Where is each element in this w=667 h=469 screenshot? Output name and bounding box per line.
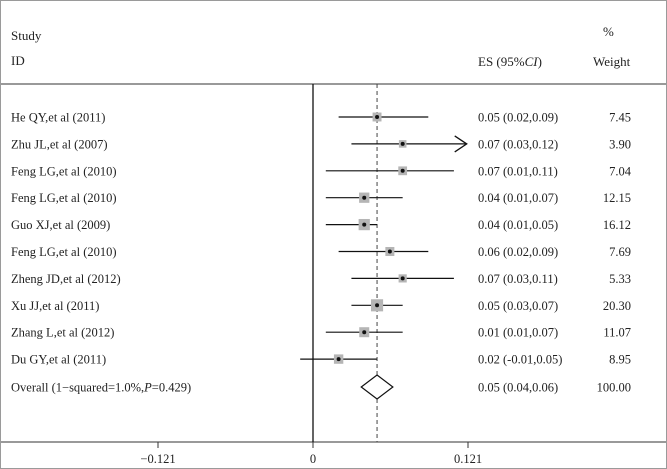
study-label: Guo XJ,et al (2009) — [11, 218, 110, 232]
point-estimate — [400, 168, 405, 173]
overall-weight: 100.00 — [597, 381, 631, 395]
ci-arrow-icon — [454, 135, 468, 153]
overall-label: Overall (1−squared=1.0%,P=0.429) — [11, 381, 191, 395]
effect-size-label: 0.04 (0.01,0.05) — [478, 218, 558, 232]
header-percent: % — [603, 24, 614, 39]
study-row: Zhang L,et al (2012) 0.01 (0.01,0.07) 11.0… — [11, 326, 631, 340]
overall-diamond — [360, 374, 394, 400]
effect-size-label: 0.05 (0.02,0.09) — [478, 111, 558, 125]
point-estimate — [400, 276, 405, 281]
effect-size-label: 0.05 (0.03,0.07) — [478, 299, 558, 313]
effect-size-label: 0.07 (0.01,0.11) — [478, 164, 558, 178]
study-label: Feng LG,et al (2010) — [11, 245, 117, 259]
weight-label: 7.69 — [609, 245, 631, 259]
study-label: Feng LG,et al (2010) — [11, 191, 117, 205]
study-label: Zheng JD,et al (2012) — [11, 272, 121, 286]
x-tick-label: −0.121 — [140, 452, 175, 466]
study-row: Guo XJ,et al (2009) 0.04 (0.01,0.05) 16.12 — [11, 218, 631, 232]
header-id: ID — [11, 53, 25, 68]
effect-size-label: 0.01 (0.01,0.07) — [478, 326, 558, 340]
weight-label: 5.33 — [609, 272, 631, 286]
study-row: Zheng JD,et al (2012) 0.07 (0.03,0.11) 5.3… — [11, 272, 631, 286]
study-row: Feng LG,et al (2010) 0.07 (0.01,0.11) 7.04 — [11, 164, 632, 178]
header-weight: Weight — [593, 54, 631, 69]
effect-size-label: 0.02 (-0.01,0.05) — [478, 353, 562, 367]
study-row: Xu JJ,et al (2011) 0.05 (0.03,0.07) 20.30 — [11, 299, 631, 313]
study-row: Feng LG,et al (2010) 0.04 (0.01,0.07) 12.1… — [11, 191, 631, 205]
x-tick-label: 0.121 — [454, 452, 482, 466]
weight-label: 3.90 — [609, 137, 631, 151]
point-estimate — [400, 141, 405, 146]
effect-size-label: 0.04 (0.01,0.07) — [478, 191, 558, 205]
study-row: Feng LG,et al (2010) 0.06 (0.02,0.09) 7.69 — [11, 245, 631, 259]
weight-label: 11.07 — [603, 326, 631, 340]
point-estimate — [375, 303, 380, 308]
weight-label: 8.95 — [609, 353, 631, 367]
study-label: He QY,et al (2011) — [11, 111, 105, 125]
study-row: Du GY,et al (2011) 0.02 (-0.01,0.05) 8.95 — [11, 353, 631, 367]
point-estimate — [336, 357, 341, 362]
point-estimate — [362, 330, 367, 335]
weight-label: 12.15 — [603, 191, 631, 205]
x-tick-label: 0 — [310, 452, 316, 466]
point-estimate — [375, 115, 380, 119]
study-label: Xu JJ,et al (2011) — [11, 299, 99, 313]
weight-label: 16.12 — [603, 218, 631, 232]
weight-label: 7.04 — [609, 164, 632, 178]
header-es: ES (95%CI) — [478, 54, 542, 69]
weight-label: 20.30 — [603, 299, 631, 313]
point-estimate — [362, 222, 367, 227]
study-label: Du GY,et al (2011) — [11, 353, 106, 367]
header-study: Study — [11, 28, 42, 43]
effect-size-label: 0.07 (0.03,0.12) — [478, 137, 558, 151]
study-label: Zhu JL,et al (2007) — [11, 137, 108, 151]
effect-size-label: 0.07 (0.03,0.11) — [478, 272, 558, 286]
study-row: He QY,et al (2011) 0.05 (0.02,0.09) 7.45 — [11, 111, 631, 125]
study-row: Zhu JL,et al (2007) 0.07 (0.03,0.12) 3.90 — [11, 135, 631, 153]
point-estimate — [387, 249, 392, 254]
weight-label: 7.45 — [609, 111, 631, 125]
study-label: Feng LG,et al (2010) — [11, 164, 117, 178]
study-label: Zhang L,et al (2012) — [11, 326, 114, 340]
overall-effect-size: 0.05 (0.04,0.06) — [478, 381, 558, 395]
effect-size-label: 0.06 (0.02,0.09) — [478, 245, 558, 259]
point-estimate — [362, 195, 367, 200]
